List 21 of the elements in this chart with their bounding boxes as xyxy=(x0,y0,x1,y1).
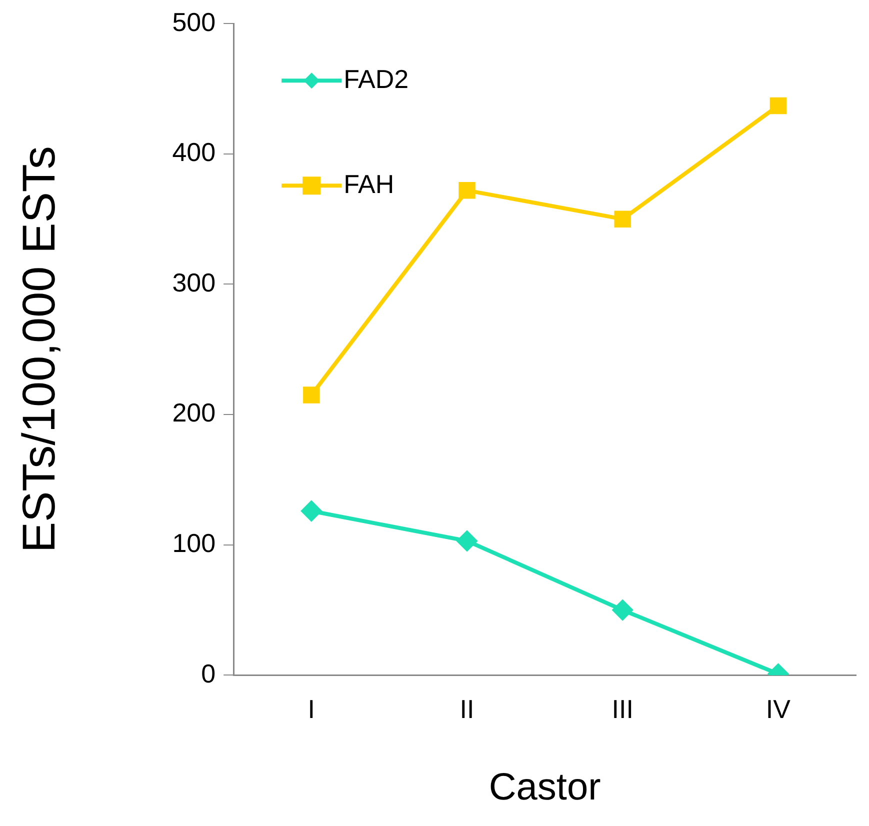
legend-label: FAD2 xyxy=(344,64,409,94)
point xyxy=(303,386,320,404)
y-tick-label: 200 xyxy=(172,398,216,428)
y-axis-title: ESTs/100,000 ESTs xyxy=(12,146,64,553)
x-axis-title: Castor xyxy=(488,766,602,809)
point xyxy=(770,97,787,114)
point xyxy=(301,500,322,521)
point xyxy=(456,530,477,551)
x-tick-label: II xyxy=(460,694,474,724)
legend-label: FAH xyxy=(344,168,394,199)
y-tick-label: 400 xyxy=(172,137,216,168)
point xyxy=(458,182,476,199)
y-tick-label: 500 xyxy=(172,6,216,37)
x-tick-label: IV xyxy=(766,694,792,724)
point xyxy=(614,210,631,228)
x-tick-label: I xyxy=(308,694,315,724)
y-tick-label: 0 xyxy=(201,658,216,688)
y-tick-label: 300 xyxy=(172,267,216,298)
x-tick-label: III xyxy=(612,694,634,724)
y-tick-label: 100 xyxy=(172,528,216,558)
point xyxy=(612,600,633,620)
